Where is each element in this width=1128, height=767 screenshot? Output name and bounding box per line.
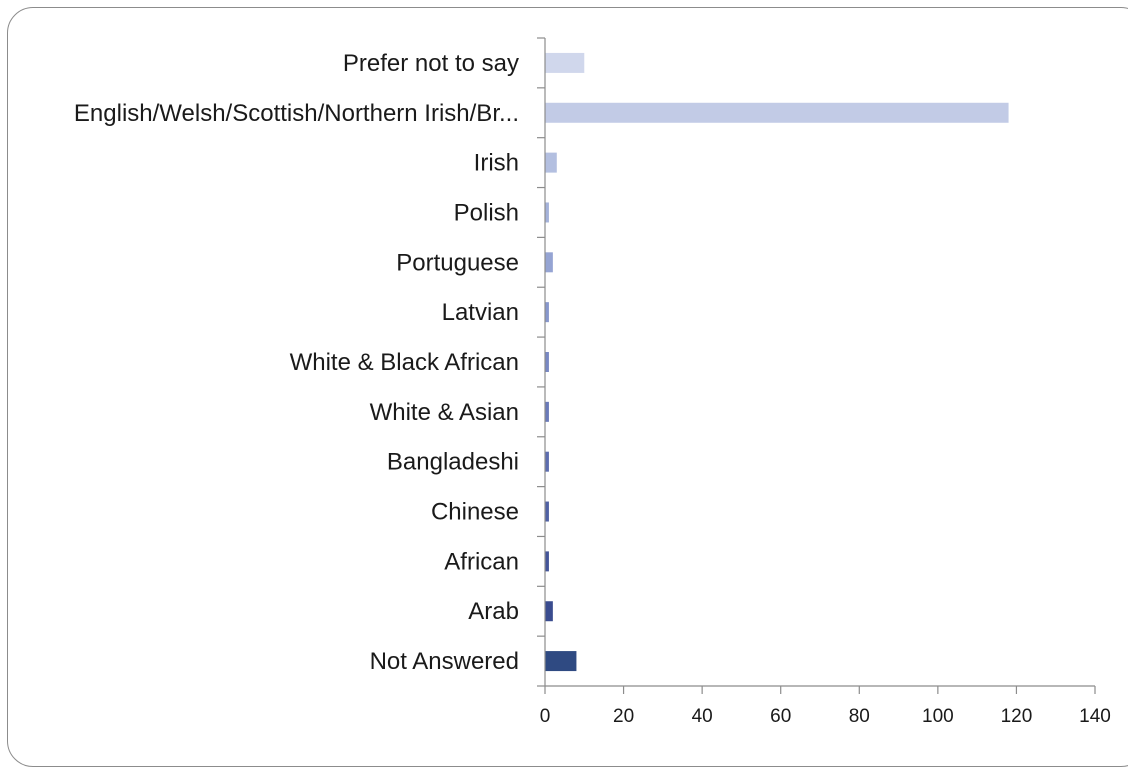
category-label: Arab: [468, 598, 519, 625]
bar: [545, 102, 1009, 123]
x-tick-label: 80: [849, 706, 870, 727]
x-tick-label: 120: [1001, 706, 1033, 727]
category-label: Portuguese: [396, 249, 519, 276]
bar: [545, 152, 557, 173]
x-tick-label: 0: [540, 706, 551, 727]
category-label: Irish: [474, 150, 519, 177]
bar: [545, 202, 549, 223]
bar: [545, 401, 549, 422]
category-label: Not Answered: [370, 648, 519, 675]
category-label: Bangladeshi: [387, 449, 519, 476]
category-label: White & Asian: [370, 399, 519, 426]
bar-chart: Prefer not to say English/Welsh/Scottish/…: [74, 37, 1111, 727]
x-tick-label: 20: [613, 706, 634, 727]
bars: [545, 52, 1009, 672]
chart-frame: [7, 7, 1128, 767]
x-tick-label: 100: [922, 706, 954, 727]
category-label: African: [444, 548, 519, 575]
category-label: White & Black African: [290, 349, 519, 376]
bar: [545, 651, 577, 672]
x-tick-label: 40: [692, 706, 713, 727]
bar: [545, 451, 549, 472]
category-label: English/Welsh/Scottish/Northern Irish/Br…: [74, 100, 519, 127]
category-labels: Prefer not to say English/Welsh/Scottish/…: [74, 50, 519, 675]
bar: [545, 551, 549, 572]
category-label: Prefer not to say: [343, 50, 519, 77]
bar: [545, 501, 549, 522]
x-tick-label: 140: [1079, 706, 1111, 727]
bar: [545, 352, 549, 372]
x-tick-labels: 0 20 40 60 80 100 120 140: [540, 706, 1111, 727]
x-tick-label: 60: [770, 706, 791, 727]
category-label: Polish: [454, 199, 519, 226]
bar: [545, 601, 553, 622]
bar: [545, 52, 585, 73]
bar: [545, 252, 553, 273]
category-label: Latvian: [442, 299, 519, 326]
bar: [545, 302, 549, 323]
x-axis-ticks: [537, 37, 1096, 694]
category-label: Chinese: [431, 499, 519, 526]
